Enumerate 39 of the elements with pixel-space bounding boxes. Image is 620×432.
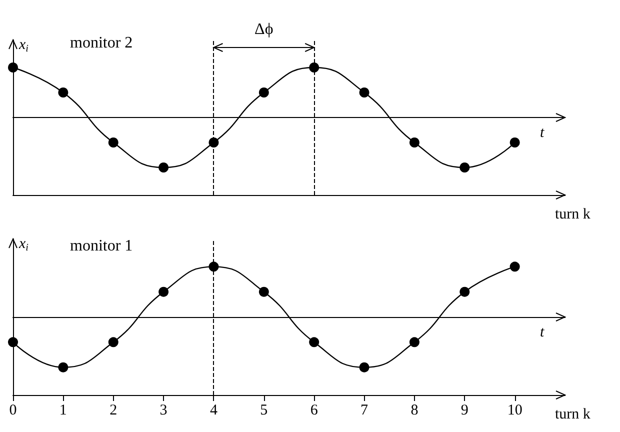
point [510,262,520,272]
point [8,337,18,348]
point [409,138,420,148]
x-tick-label: 4 [210,402,218,418]
point [258,286,269,297]
point [58,88,68,98]
chart-title: monitor 1 [70,238,133,254]
x-tick-label: 0 [9,402,17,418]
x-tick-label: 8 [410,402,418,418]
point [460,162,470,172]
x-tick-label: 2 [110,402,118,418]
x-tick-label: 1 [59,402,67,418]
point [8,62,18,72]
point [309,62,320,72]
chart-title: monitor 2 [70,34,133,52]
point [510,138,520,148]
point [409,337,420,348]
annotation: t [540,324,545,340]
x-tick-label: 10 [507,402,522,418]
x-tick-label: 7 [360,402,369,418]
annotation: t [540,125,545,141]
x-tick-label: 3 [160,402,168,418]
point [158,286,169,297]
point [359,362,370,372]
point [208,262,219,272]
x-axis-title: turn k [555,406,591,422]
x-axis-title: turn k [555,206,591,222]
point [359,88,370,98]
point [309,337,320,348]
x-tick-label: 5 [260,402,268,418]
point [460,286,470,297]
point [258,88,269,98]
text: Δϕ [254,21,274,38]
point [108,337,118,348]
x-tick-label: 6 [310,402,318,418]
point [108,138,118,148]
point [158,162,169,172]
x-tick-label: 9 [460,402,468,418]
point [58,362,68,372]
